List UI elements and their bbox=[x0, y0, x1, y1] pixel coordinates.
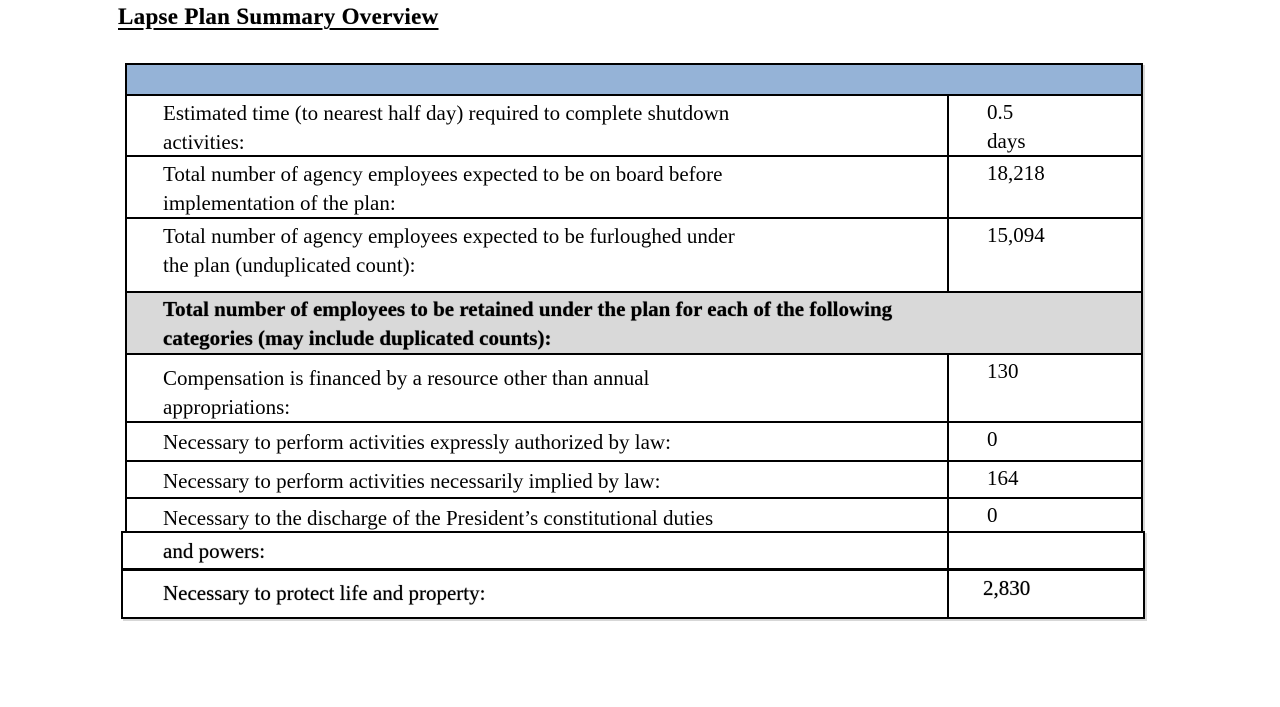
row-value: 15,094 bbox=[947, 219, 1141, 291]
table-row-estimated-time: Estimated time (to nearest half day) req… bbox=[127, 96, 1141, 157]
table-row-presidential-duties: Necessary to the discharge of the Presid… bbox=[127, 499, 1141, 531]
table-row-furloughed-employees: Total number of agency employees expecte… bbox=[127, 219, 1141, 293]
row-value bbox=[947, 533, 1143, 568]
row-label: Total number of agency employees expecte… bbox=[163, 224, 735, 277]
row-label: and powers: bbox=[163, 539, 266, 563]
table-row-compensation-other-resource: Compensation is financed by a resource o… bbox=[127, 355, 1141, 423]
table-row-necessarily-implied: Necessary to perform activities necessar… bbox=[127, 462, 1141, 499]
row-value: 164 bbox=[947, 462, 1141, 497]
page-title: Lapse Plan Summary Overview bbox=[118, 4, 439, 29]
row-label: Estimated time (to nearest half day) req… bbox=[163, 101, 730, 154]
table-row-protect-life-property: Necessary to protect life and property: … bbox=[123, 571, 1143, 617]
row-value: 2,830 bbox=[947, 571, 1143, 617]
row-value: 0 bbox=[947, 423, 1141, 460]
lapse-plan-table: Estimated time (to nearest half day) req… bbox=[125, 63, 1143, 533]
table-row-and-powers: and powers: bbox=[123, 533, 1143, 571]
row-value: 0.5 days bbox=[947, 96, 1141, 155]
table-row-expressly-authorized: Necessary to perform activities expressl… bbox=[127, 423, 1141, 462]
section-label: Total number of employees to be retained… bbox=[163, 297, 893, 350]
row-value: 0 bbox=[947, 499, 1141, 531]
row-label: Necessary to perform activities necessar… bbox=[163, 469, 661, 493]
lapse-plan-table-continued: and powers: Necessary to protect life an… bbox=[121, 531, 1145, 619]
row-label: Necessary to the discharge of the Presid… bbox=[163, 506, 714, 530]
row-label: Necessary to protect life and property: bbox=[163, 581, 486, 605]
row-label: Total number of agency employees expecte… bbox=[163, 162, 723, 215]
table-header-row bbox=[127, 65, 1141, 96]
row-label: Necessary to perform activities expressl… bbox=[163, 430, 671, 454]
row-value: 130 bbox=[947, 355, 1141, 421]
row-value: 18,218 bbox=[947, 157, 1141, 217]
table-row-onboard-employees: Total number of agency employees expecte… bbox=[127, 157, 1141, 219]
table-section-row-retained-categories: Total number of employees to be retained… bbox=[127, 293, 1141, 355]
row-label: Compensation is financed by a resource o… bbox=[163, 366, 650, 419]
